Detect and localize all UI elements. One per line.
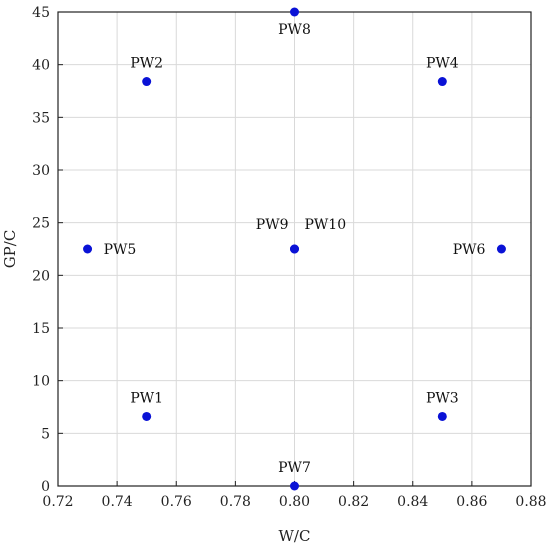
point-label: PW3 [426, 390, 459, 406]
y-tick-label: 35 [32, 110, 50, 126]
point-label: PW1 [130, 390, 163, 406]
data-point [142, 77, 152, 87]
point-label: PW7 [278, 460, 311, 476]
x-tick-label: 0.80 [279, 494, 310, 510]
y-tick-label: 15 [32, 321, 50, 337]
grid [57, 11, 532, 487]
point-label: PW8 [278, 22, 311, 38]
y-tick-label: 0 [41, 479, 50, 495]
y-tick-label: 5 [41, 426, 50, 442]
y-tick-label: 10 [32, 374, 50, 390]
data-point [290, 244, 299, 254]
data-point [437, 411, 447, 421]
x-tick-label: 0.82 [338, 494, 369, 510]
x-tick-label: 0.84 [397, 494, 428, 510]
y-tick-label: 40 [32, 58, 50, 74]
point-label: PW6 [453, 242, 486, 258]
y-tick-label: 30 [32, 163, 50, 179]
point-label: PW4 [426, 56, 459, 72]
data-points [83, 7, 506, 491]
x-tick-label: 0.74 [102, 494, 133, 510]
point-labels: PW1 PW2 PW3 PW4 PW5 PW6 PW7 PW8 PW9 PW10 [104, 22, 486, 476]
point-label: PW10 [305, 217, 347, 233]
x-tick-label: 0.86 [456, 494, 487, 510]
x-axis-title: W/C [279, 527, 311, 545]
tick-labels: 0.72 0.74 0.76 0.78 0.80 0.82 0.84 0.86 0.88 0 5 10… [32, 5, 546, 510]
y-tick-label: 20 [32, 268, 50, 284]
data-point [496, 244, 506, 254]
point-label: PW5 [104, 242, 137, 258]
point-label: PW9 [256, 217, 289, 233]
data-point [142, 411, 152, 421]
x-tick-label: 0.88 [515, 494, 546, 510]
data-point [290, 481, 299, 491]
y-axis-title: GP/C [1, 230, 19, 269]
data-point [437, 77, 447, 87]
y-tick-label: 25 [32, 216, 50, 232]
x-tick-label: 0.72 [42, 494, 73, 510]
y-tick-label: 45 [32, 5, 50, 21]
point-label: PW2 [130, 56, 163, 72]
data-point [290, 7, 299, 17]
x-tick-label: 0.78 [220, 494, 251, 510]
x-tick-label: 0.76 [161, 494, 192, 510]
data-point [83, 244, 93, 254]
